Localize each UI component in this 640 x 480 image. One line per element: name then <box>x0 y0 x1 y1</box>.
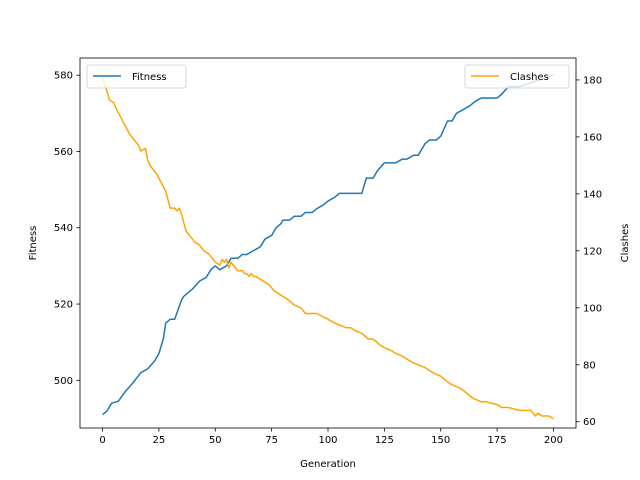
right-y-tick-label: 180 <box>583 75 602 86</box>
left-y-tick-label: 520 <box>54 300 73 311</box>
legend-right: Clashes <box>464 64 570 89</box>
series-line-fitness <box>102 74 554 416</box>
left-y-axis-ticks: 500 520 540 560 580 <box>54 71 80 387</box>
right-y-tick-label: 60 <box>583 417 596 428</box>
left-y-tick-label: 580 <box>54 71 73 82</box>
x-tick-label: 125 <box>375 435 394 446</box>
series-line-clashes <box>101 76 554 420</box>
x-tick-label: 0 <box>99 435 105 446</box>
x-tick-label: 100 <box>318 435 337 446</box>
left-y-axis-label: Fitness <box>28 226 39 261</box>
right-y-tick-label: 100 <box>583 303 602 314</box>
right-y-tick-label: 80 <box>583 360 596 371</box>
x-axis-ticks: 0 25 50 75 100 125 150 175 200 <box>99 428 563 446</box>
legend-right-box <box>464 64 570 89</box>
right-y-tick-label: 120 <box>583 246 602 257</box>
x-tick-label: 150 <box>431 435 450 446</box>
x-tick-label: 25 <box>153 435 166 446</box>
x-tick-label: 75 <box>265 435 278 446</box>
legend-fitness-label: Fitness <box>132 72 167 83</box>
legend-clashes-label: Clashes <box>510 72 549 83</box>
plot-lines <box>101 74 554 420</box>
left-y-tick-label: 540 <box>54 223 73 234</box>
right-y-axis-ticks: 60 80 100 120 140 160 180 <box>576 75 602 428</box>
right-y-tick-label: 160 <box>583 132 602 143</box>
x-tick-label: 175 <box>488 435 507 446</box>
x-tick-label: 50 <box>209 435 222 446</box>
left-y-tick-label: 560 <box>54 147 73 158</box>
legend-left-box <box>86 64 187 89</box>
x-tick-label: 200 <box>544 435 563 446</box>
right-y-axis-label: Clashes <box>620 224 631 263</box>
x-axis-label: Generation <box>300 459 356 470</box>
legend-left: Fitness <box>86 64 187 89</box>
right-y-tick-label: 140 <box>583 189 602 200</box>
left-y-tick-label: 500 <box>54 376 73 387</box>
